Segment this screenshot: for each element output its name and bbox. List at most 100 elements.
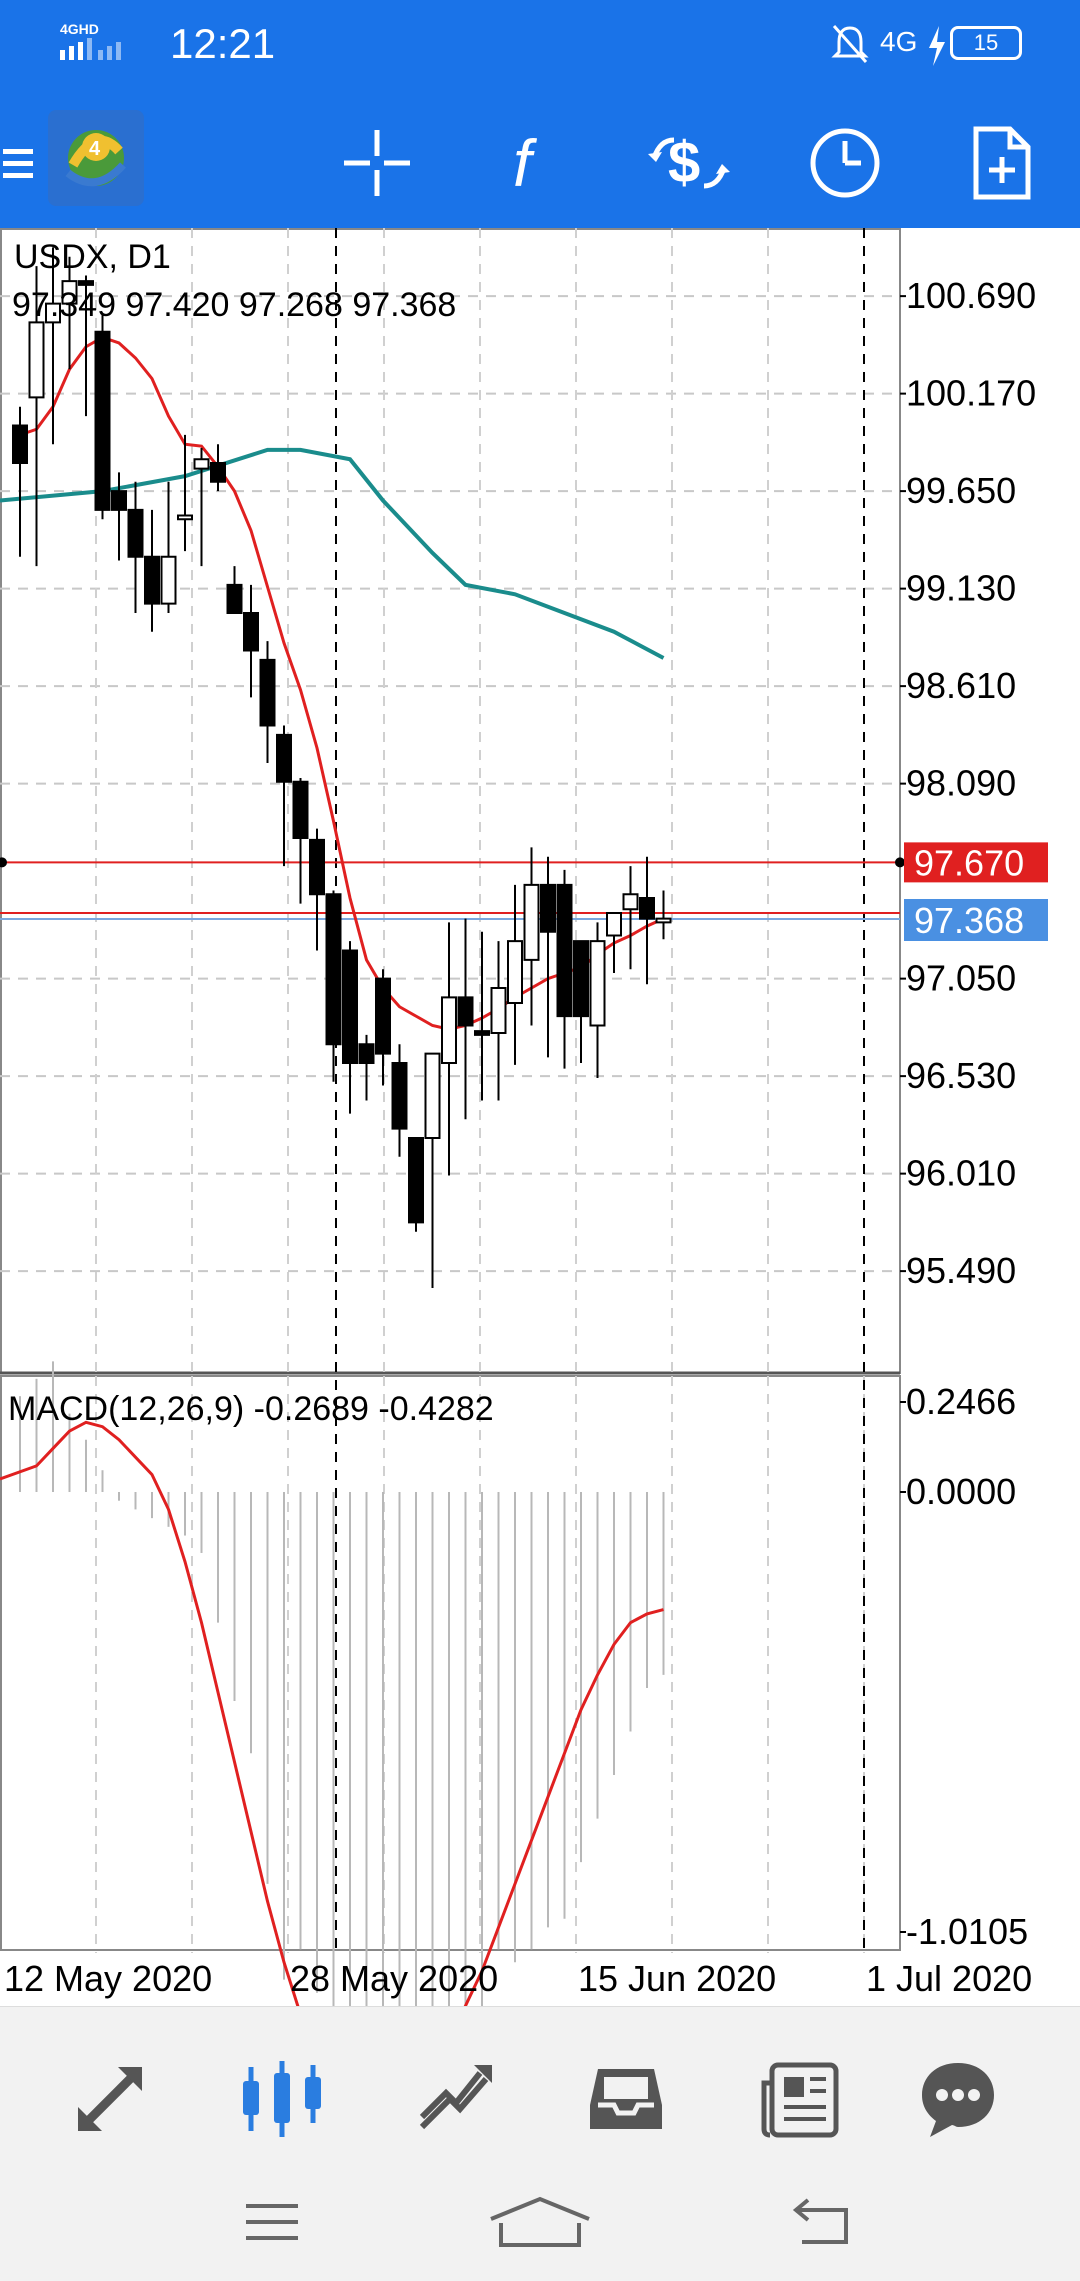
date-label: 15 Jun 2020 [578, 1958, 776, 1999]
bull-candle-body [28, 321, 45, 399]
candle [243, 584, 259, 698]
ask-price-badge [904, 842, 1048, 883]
svg-text:4GHD: 4GHD [60, 22, 99, 37]
system-home-button[interactable] [480, 2177, 600, 2267]
bull-candle-body [507, 940, 523, 1004]
candle [292, 778, 309, 904]
chart-icon[interactable] [222, 2039, 342, 2159]
bull-candle-body [424, 1052, 441, 1139]
bear-candle-body [375, 977, 391, 1055]
bear-candle-body [292, 780, 309, 839]
candle [309, 828, 325, 951]
candle [160, 481, 177, 613]
bear-candle-body [127, 508, 144, 558]
price-panel-border [0, 228, 901, 1374]
bear-candle-body [226, 583, 243, 614]
battery-level: 15 [973, 30, 999, 55]
price-tick-label: 98.090 [906, 763, 1016, 804]
bear-candle-body [325, 893, 342, 1046]
bear-candle-body [358, 1043, 375, 1064]
price-chart[interactable]: USDX, D1 97.349 97.420 97.268 97.368 MAC… [0, 228, 1080, 2180]
ohlc-label: 97.349 97.420 97.268 97.368 [12, 286, 456, 324]
price-tick-label: 100.690 [906, 275, 1036, 316]
macd-tick-label: 0.2466 [906, 1381, 1016, 1422]
bull-candle-body [45, 302, 61, 324]
charging-icon [925, 24, 949, 68]
ask-marker [895, 857, 905, 868]
candle [12, 406, 28, 557]
macd-label: MACD(12,26,9) -0.2689 -0.4282 [8, 1390, 494, 1428]
ask-price-label: 97.670 [914, 842, 1024, 883]
dnd-icon [830, 22, 870, 66]
bull-candle-body [606, 912, 622, 937]
candle [655, 890, 672, 940]
bull-candle-body [193, 458, 210, 470]
bear-candle-body [309, 838, 325, 896]
system-back-button[interactable] [762, 2177, 882, 2267]
svg-text:f: f [513, 128, 538, 198]
bear-candle-body [540, 883, 556, 933]
candle [622, 866, 639, 970]
history-icon[interactable] [566, 2039, 686, 2159]
symbol-icon[interactable]: $ [634, 108, 744, 218]
crosshair-icon[interactable] [322, 108, 432, 218]
candle [127, 481, 144, 613]
bear-candle-body [457, 996, 474, 1027]
new-document-icon[interactable] [947, 108, 1057, 218]
bid-price-badge [904, 899, 1048, 941]
timeframe-icon[interactable] [790, 108, 900, 218]
candle [177, 434, 193, 552]
bull-candle-body [177, 514, 193, 521]
bull-candle-body [441, 996, 457, 1064]
date-label: 1 Jul 2020 [866, 1958, 1032, 1999]
candle [424, 1052, 441, 1288]
bull-candle-body [622, 893, 639, 911]
candle [144, 509, 160, 632]
battery-icon: 15 [950, 26, 1022, 60]
indicators-icon[interactable]: f [480, 108, 590, 218]
chart-area[interactable]: USDX, D1 97.349 97.420 97.268 97.368 MAC… [0, 228, 1080, 2180]
price-tick-label: 96.530 [906, 1055, 1016, 1096]
bottom-navigation [0, 2006, 1080, 2281]
ask-marker [0, 857, 7, 868]
quotes-icon[interactable] [50, 2039, 170, 2159]
bear-candle-body [342, 949, 358, 1064]
chat-icon[interactable] [898, 2039, 1018, 2159]
bear-candle-body [243, 612, 259, 652]
system-menu-button[interactable] [212, 2177, 332, 2267]
chart-labels: USDX, D1 97.349 97.420 97.268 97.368 MAC… [8, 238, 494, 1428]
candle [490, 941, 507, 1101]
trade-icon[interactable] [396, 2039, 516, 2159]
bear-candle-body [94, 330, 111, 511]
date-label: 12 May 2020 [4, 1958, 212, 1999]
candle [276, 725, 292, 867]
bear-candle-body [474, 1030, 490, 1036]
bull-candle-body [655, 917, 672, 924]
candles [12, 247, 672, 1288]
price-tick-label: 99.650 [906, 470, 1016, 511]
grid [0, 228, 905, 1953]
news-icon[interactable] [740, 2039, 860, 2159]
candle [639, 856, 655, 985]
menu-icon[interactable] [0, 108, 40, 218]
macd-tick-label: -1.0105 [906, 1911, 1028, 1952]
candle [61, 256, 78, 370]
metatrader-logo[interactable]: 4 [48, 110, 144, 206]
candle [441, 922, 457, 1176]
ma-fast-line [19, 335, 665, 1031]
macd-panel [0, 1361, 665, 2180]
bear-candle-body [111, 490, 127, 511]
candle [94, 313, 111, 520]
candle [556, 869, 573, 1069]
price-tick-label: 96.010 [906, 1153, 1016, 1194]
date-label: 28 May 2020 [290, 1958, 498, 1999]
macd-tick-label: 0.0000 [906, 1471, 1016, 1512]
macd-panel-border [0, 1375, 901, 1951]
price-tick-label: 97.050 [906, 958, 1016, 999]
bull-candle-body [589, 940, 606, 1027]
candle [540, 856, 556, 1058]
candle [358, 1034, 375, 1101]
price-axis: 100.690 100.170 99.650 99.130 98.610 98.090 97… [900, 275, 1048, 1952]
candle [45, 247, 61, 445]
symbol-label: USDX, D1 [14, 238, 171, 276]
